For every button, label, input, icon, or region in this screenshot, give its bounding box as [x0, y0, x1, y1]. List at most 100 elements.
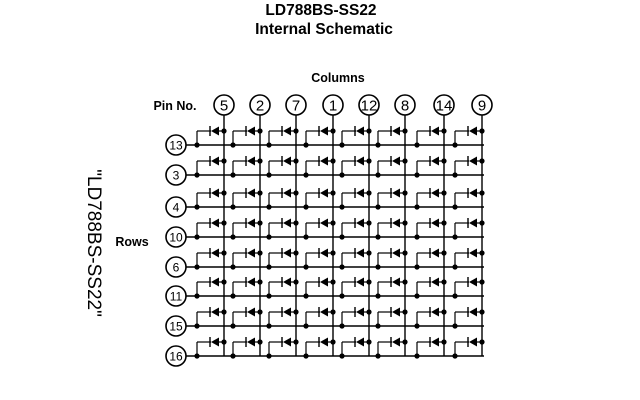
led-diode-symbol [469, 218, 477, 228]
column-pin-5: 5 [213, 94, 235, 116]
led-cell [452, 248, 485, 270]
led-diode-symbol [356, 248, 364, 258]
column-pin-2: 2 [249, 94, 271, 116]
led-diode-symbol [320, 218, 328, 228]
row-pin-11: 11 [165, 285, 187, 307]
row-pin-13: 13 [165, 134, 187, 156]
led-diode-symbol [320, 337, 328, 347]
column-pin-label: 9 [478, 98, 486, 115]
junction-dot [221, 309, 227, 315]
led-diode-symbol [247, 218, 255, 228]
junction-dot [402, 279, 408, 285]
row-pin-label: 10 [169, 231, 183, 245]
junction-dot [402, 128, 408, 134]
led-diode-symbol [431, 277, 439, 287]
led-diode-symbol [283, 156, 291, 166]
led-cell [266, 188, 299, 210]
column-pin-label: 12 [361, 98, 378, 115]
column-pin-8: 8 [394, 94, 416, 116]
led-cell [230, 337, 263, 359]
led-cell [303, 248, 336, 270]
junction-dot [479, 250, 485, 256]
row-pin-label: 15 [169, 320, 183, 334]
led-cell [266, 126, 299, 148]
led-diode-symbol [283, 218, 291, 228]
led-cell [230, 277, 263, 299]
junction-dot [479, 339, 485, 345]
led-diode-symbol [247, 337, 255, 347]
led-diode-symbol [283, 277, 291, 287]
led-diode-symbol [356, 188, 364, 198]
row-pin-label: 3 [173, 169, 180, 183]
led-cell [339, 248, 372, 270]
led-cell [230, 248, 263, 270]
junction-dot [402, 309, 408, 315]
led-cell [194, 218, 227, 240]
led-cell [303, 277, 336, 299]
led-cell [194, 307, 227, 329]
led-diode-symbol [469, 277, 477, 287]
led-cell [375, 218, 408, 240]
junction-dot [366, 309, 372, 315]
row-pin-group: 13 3 4 10 6 11 15 16 [165, 134, 187, 367]
junction-dot [479, 128, 485, 134]
junction-dot [402, 158, 408, 164]
led-cell [303, 307, 336, 329]
led-cell [375, 307, 408, 329]
led-diode-symbol [431, 188, 439, 198]
junction-dot [479, 190, 485, 196]
junction-dot [441, 128, 447, 134]
junction-dot [293, 250, 299, 256]
led-cell [414, 277, 447, 299]
column-pin-14: 14 [433, 94, 455, 116]
led-cell [303, 156, 336, 178]
junction-dot [479, 279, 485, 285]
column-pin-group: 5 2 7 1 12 8 14 9 [213, 94, 493, 116]
row-pin-10: 10 [165, 226, 187, 248]
column-pin-label: 1 [329, 98, 337, 115]
led-cell [194, 248, 227, 270]
led-cell [194, 277, 227, 299]
led-matrix [186, 115, 485, 359]
led-cell [452, 277, 485, 299]
junction-dot [402, 190, 408, 196]
led-diode-symbol [469, 248, 477, 258]
led-diode-symbol [431, 218, 439, 228]
led-diode-symbol [392, 307, 400, 317]
led-diode-symbol [431, 126, 439, 136]
pin-circle [165, 315, 187, 337]
led-diode-symbol [247, 188, 255, 198]
led-diode-symbol [392, 248, 400, 258]
led-diode-symbol [469, 156, 477, 166]
led-diode-symbol [392, 218, 400, 228]
junction-dot [366, 339, 372, 345]
junction-dot [257, 158, 263, 164]
led-diode-symbol [247, 277, 255, 287]
row-pin-label: 4 [173, 201, 180, 215]
junction-dot [330, 190, 336, 196]
led-cell [452, 126, 485, 148]
led-cell [230, 156, 263, 178]
led-cell [375, 156, 408, 178]
junction-dot [330, 339, 336, 345]
row-pin-4: 4 [165, 196, 187, 218]
led-diode-symbol [320, 126, 328, 136]
junction-dot [221, 220, 227, 226]
column-pin-label: 7 [292, 98, 300, 115]
led-cell [339, 277, 372, 299]
led-cell [339, 126, 372, 148]
junction-dot [330, 158, 336, 164]
pin-circle [165, 196, 187, 218]
column-pin-9: 9 [471, 94, 493, 116]
led-diode-symbol [283, 337, 291, 347]
led-cell [266, 248, 299, 270]
led-cell [266, 218, 299, 240]
vertical-part-label: "LD788BS-SS22" [83, 169, 104, 317]
row-pin-16: 16 [165, 345, 187, 367]
title-subtitle: Internal Schematic [255, 21, 393, 38]
junction-dot [330, 279, 336, 285]
led-diode-symbol [320, 188, 328, 198]
junction-dot [257, 128, 263, 134]
led-cell [414, 337, 447, 359]
led-diode-symbol [247, 307, 255, 317]
